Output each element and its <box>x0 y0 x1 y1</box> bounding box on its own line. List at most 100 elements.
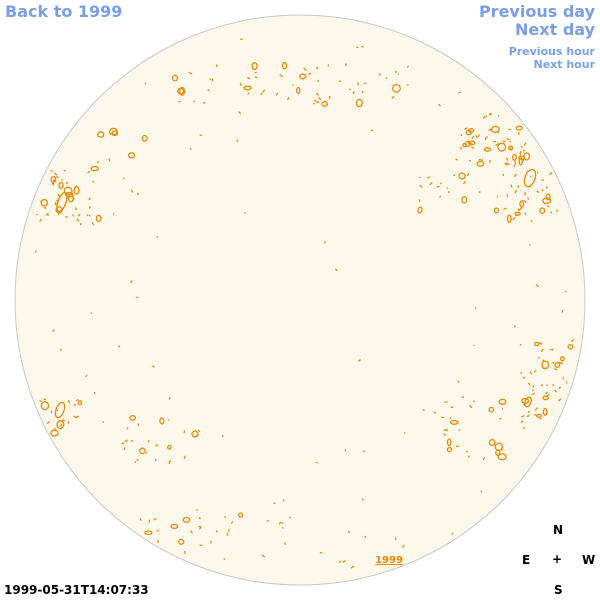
contour-mark <box>139 518 142 521</box>
contour-loop <box>462 142 467 148</box>
contour-mark <box>118 345 121 348</box>
contour-mark <box>351 565 355 569</box>
contour-mark <box>482 457 486 461</box>
contour-mark <box>520 420 524 423</box>
contour-mark <box>190 530 193 534</box>
contour-mark <box>314 99 317 103</box>
contour-loop <box>63 186 73 196</box>
previous-day-link[interactable]: Previous day <box>478 2 595 21</box>
contour-mark <box>73 403 77 406</box>
contour-mark <box>87 171 91 174</box>
contour-mark <box>521 415 525 418</box>
contour-loop <box>299 73 307 80</box>
contour-mark <box>137 192 139 196</box>
contour-mark <box>561 309 564 313</box>
contour-loop <box>461 196 468 204</box>
contour-loop <box>251 62 258 71</box>
previous-hour-link[interactable]: Previous hour <box>508 45 595 58</box>
contour-mark <box>361 45 364 48</box>
contour-mark <box>461 396 465 399</box>
contour-mark <box>67 421 70 424</box>
contour-loop <box>508 145 514 151</box>
contour-mark <box>260 92 263 96</box>
contour-mark <box>560 362 564 365</box>
compass-center-marker: + <box>552 552 563 566</box>
contour-mark <box>136 296 139 299</box>
contour-mark <box>308 72 312 75</box>
contour-mark <box>108 158 111 162</box>
contour-mark <box>391 95 395 99</box>
contour-mark <box>455 158 458 161</box>
contour-loop <box>483 147 492 152</box>
contour-loop <box>488 406 495 413</box>
contour-mark <box>124 439 128 443</box>
contour-loop <box>321 101 329 107</box>
contour-mark <box>540 342 543 345</box>
compass-north-label: N <box>553 523 564 537</box>
contour-mark <box>522 376 526 379</box>
contour-loop <box>542 395 549 401</box>
contour-mark <box>338 560 342 563</box>
contour-mark <box>352 91 355 95</box>
contour-mark <box>361 90 364 94</box>
contour-loop <box>111 130 119 137</box>
contour-mark <box>73 415 78 419</box>
contour-loop <box>539 207 546 215</box>
contour-loop <box>281 62 288 70</box>
next-day-link[interactable]: Next day <box>515 20 595 39</box>
contour-mark <box>530 220 533 223</box>
contour-mark <box>523 142 527 146</box>
contour-loop <box>488 438 496 447</box>
contour-loop <box>533 341 540 347</box>
contour-mark <box>209 78 212 81</box>
contour-mark <box>316 66 319 70</box>
contour-mark <box>506 162 510 166</box>
contour-loop <box>182 516 191 523</box>
contour-mark <box>60 423 63 427</box>
contour-mark <box>419 185 423 188</box>
contour-mark <box>197 429 201 433</box>
contour-mark <box>444 401 448 404</box>
contour-loop <box>497 453 507 461</box>
contour-mark <box>168 460 172 463</box>
contour-mark <box>471 135 475 140</box>
year-link[interactable]: 1999 <box>375 555 403 566</box>
contour-mark <box>96 160 100 164</box>
contour-mark <box>183 455 186 459</box>
contour-loop <box>191 430 199 438</box>
contour-loop <box>417 206 423 214</box>
contour-mark <box>54 172 58 176</box>
contour-loop <box>545 193 551 201</box>
contour-mark <box>130 189 134 193</box>
contour-mark <box>51 182 55 186</box>
contour-loop <box>493 207 500 214</box>
contour-mark <box>535 284 539 287</box>
contour-mark <box>209 540 213 544</box>
contour-mark <box>43 207 47 209</box>
contour-loop <box>446 447 453 453</box>
contour-loop <box>450 419 459 425</box>
back-to-year-link[interactable]: Back to 1999 <box>5 2 123 21</box>
contour-loop <box>95 214 102 223</box>
contour-mark <box>463 180 466 185</box>
contour-mark <box>52 329 55 332</box>
contour-mark <box>541 189 544 192</box>
contour-loop <box>495 449 501 457</box>
contour-loop <box>139 447 146 455</box>
contour-mark <box>458 91 461 94</box>
contour-loop <box>559 356 565 362</box>
contour-loop <box>178 86 186 96</box>
contour-mark <box>482 115 486 119</box>
contour-mark <box>558 398 562 402</box>
contour-mark <box>60 420 64 423</box>
contour-mark <box>512 217 516 221</box>
contour-mark <box>443 433 446 436</box>
contour-mark <box>401 544 405 548</box>
observation-timestamp: 1999-05-31T14:07:33 <box>4 583 149 597</box>
contour-mark <box>541 179 544 182</box>
contour-mark <box>467 455 470 458</box>
next-hour-link[interactable]: Next hour <box>533 58 596 71</box>
contour-mark <box>72 198 75 201</box>
contour-loop <box>511 153 518 161</box>
contour-mark <box>198 525 202 528</box>
